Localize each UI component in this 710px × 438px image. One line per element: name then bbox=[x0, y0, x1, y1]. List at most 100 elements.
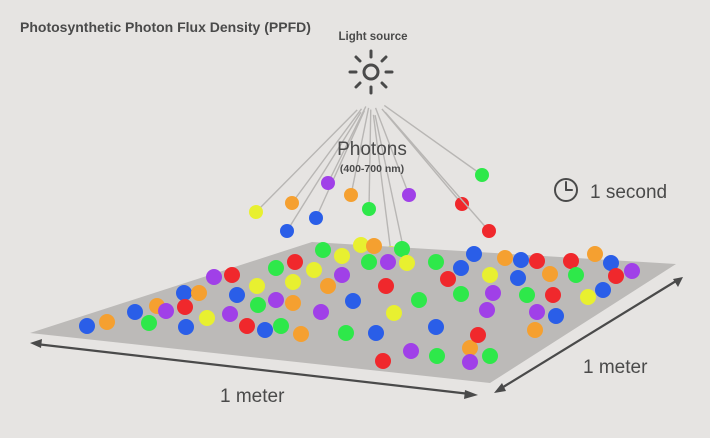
photon-dot bbox=[334, 267, 350, 283]
photon-dot bbox=[563, 253, 579, 269]
photon-dot bbox=[306, 262, 322, 278]
photon-dot bbox=[313, 304, 329, 320]
depth-arrow bbox=[494, 277, 683, 393]
photon-dot bbox=[293, 326, 309, 342]
photon-dot bbox=[587, 246, 603, 262]
photon-dot bbox=[176, 285, 192, 301]
photon-dot bbox=[462, 354, 478, 370]
photon-beam bbox=[374, 115, 406, 257]
photon-dot bbox=[206, 269, 222, 285]
photon-dot bbox=[273, 318, 289, 334]
photon-dot bbox=[334, 248, 350, 264]
photon-dot bbox=[249, 278, 265, 294]
clock-icon bbox=[554, 178, 578, 202]
photon-dot bbox=[403, 343, 419, 359]
photon-dot bbox=[315, 242, 331, 258]
falling-photon bbox=[344, 188, 358, 202]
photon-beam bbox=[286, 111, 362, 232]
photon-dot bbox=[158, 303, 174, 319]
sun-icon bbox=[348, 49, 394, 95]
photon-dot bbox=[320, 278, 336, 294]
falling-photon bbox=[309, 211, 323, 225]
photon-dot bbox=[285, 274, 301, 290]
photon-dot bbox=[399, 255, 415, 271]
photon-dot bbox=[470, 327, 486, 343]
falling-photon bbox=[285, 196, 299, 210]
falling-photon bbox=[455, 197, 469, 211]
falling-photon bbox=[321, 176, 335, 190]
photon-dot bbox=[361, 254, 377, 270]
photon-dot bbox=[338, 325, 354, 341]
photon-dot bbox=[542, 266, 558, 282]
photon-dot bbox=[608, 268, 624, 284]
light-source-label: Light source bbox=[338, 31, 407, 43]
photon-dot bbox=[345, 293, 361, 309]
photon-dot bbox=[239, 318, 255, 334]
photon-dot bbox=[497, 250, 513, 266]
photon-dot bbox=[378, 278, 394, 294]
photon-dot bbox=[453, 260, 469, 276]
depth-label: 1 meter bbox=[583, 357, 648, 378]
falling-photon bbox=[249, 205, 263, 219]
photon-dot bbox=[178, 319, 194, 335]
photon-dot bbox=[394, 241, 410, 257]
photon-dot bbox=[229, 287, 245, 303]
photon-dot bbox=[519, 287, 535, 303]
photon-dot bbox=[191, 285, 207, 301]
falling-photon bbox=[402, 188, 416, 202]
photon-dot bbox=[529, 253, 545, 269]
photon-beam bbox=[383, 104, 483, 176]
photon-dot bbox=[380, 254, 396, 270]
photon-dot bbox=[141, 315, 157, 331]
photon-dot bbox=[510, 270, 526, 286]
falling-photon bbox=[475, 168, 489, 182]
photon-dot bbox=[257, 322, 273, 338]
photon-beam bbox=[372, 114, 392, 254]
photon-beam bbox=[255, 109, 358, 213]
photon-dot bbox=[482, 348, 498, 364]
photon-dot bbox=[603, 255, 619, 271]
photon-dot bbox=[545, 287, 561, 303]
photon-dot bbox=[199, 310, 215, 326]
photon-dot bbox=[485, 285, 501, 301]
falling-photon bbox=[280, 224, 294, 238]
time-label: 1 second bbox=[590, 182, 667, 203]
photon-dot bbox=[268, 260, 284, 276]
photon-dot bbox=[482, 267, 498, 283]
photon-dot bbox=[353, 237, 369, 253]
photon-dot bbox=[453, 286, 469, 302]
photon-beam bbox=[315, 110, 366, 219]
photon-dot bbox=[287, 254, 303, 270]
photons-wavelength-range: (400-700 nm) bbox=[340, 163, 404, 175]
photon-dot bbox=[568, 267, 584, 283]
photon-dot bbox=[79, 318, 95, 334]
photon-dot bbox=[177, 299, 193, 315]
photon-dot bbox=[548, 308, 564, 324]
photon-beam bbox=[350, 107, 370, 196]
photon-dot bbox=[224, 267, 240, 283]
photon-beam bbox=[327, 106, 367, 184]
photon-dot bbox=[440, 271, 456, 287]
photon-dot bbox=[595, 282, 611, 298]
photons-label: Photons bbox=[337, 139, 407, 160]
width-label: 1 meter bbox=[220, 386, 285, 407]
photon-dot bbox=[529, 304, 545, 320]
photon-dot bbox=[428, 254, 444, 270]
width-arrow bbox=[30, 339, 478, 399]
photon-dot bbox=[366, 238, 382, 254]
photon-dot bbox=[580, 289, 596, 305]
photon-dot bbox=[386, 305, 402, 321]
photon-beam bbox=[384, 111, 490, 232]
photon-dot bbox=[429, 348, 445, 364]
falling-photon bbox=[362, 202, 376, 216]
photon-dot bbox=[99, 314, 115, 330]
photons-on-plane bbox=[79, 237, 640, 370]
diagram-title: Photosynthetic Photon Flux Density (PPFD… bbox=[20, 19, 311, 35]
photon-beam bbox=[374, 107, 410, 196]
photon-dot bbox=[527, 322, 543, 338]
photon-dot bbox=[624, 263, 640, 279]
photon-dot bbox=[222, 306, 238, 322]
photon-dot bbox=[127, 304, 143, 320]
photon-dot bbox=[268, 292, 284, 308]
